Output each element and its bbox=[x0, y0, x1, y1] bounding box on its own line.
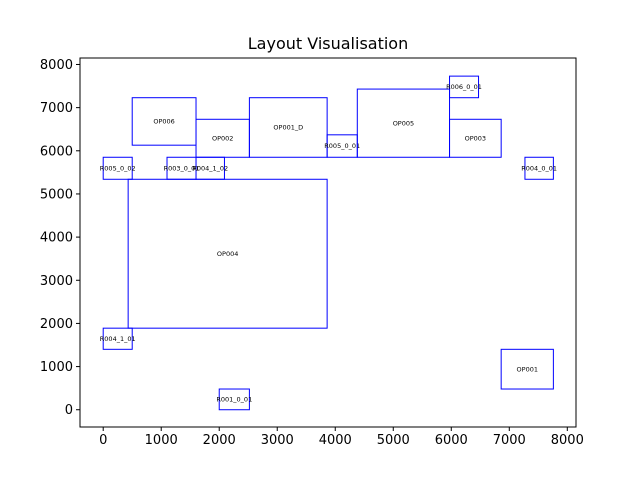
x-tick-label: 0 bbox=[99, 433, 107, 448]
y-tick-label: 3000 bbox=[40, 274, 73, 289]
x-axis: 0 1000 2000 3000 4000 5000 6000 7000 8000 bbox=[99, 427, 584, 448]
rect-label: OP006 bbox=[153, 118, 174, 126]
rect-label: OP001 bbox=[517, 365, 538, 373]
layout-rect bbox=[449, 118, 502, 158]
layout-rect bbox=[218, 388, 250, 411]
y-tick-label: 1000 bbox=[40, 360, 73, 375]
layout-rect bbox=[500, 348, 554, 390]
x-tick-label: 8000 bbox=[551, 433, 584, 448]
rect-label: R004_1_02 bbox=[192, 164, 228, 172]
layout-rect bbox=[127, 178, 328, 329]
rect-label: OP003 bbox=[465, 134, 486, 142]
rect-label: R004_1_01 bbox=[100, 335, 136, 343]
plot-frame bbox=[79, 57, 577, 428]
layout-rect bbox=[102, 327, 133, 350]
chart-title: Layout Visualisation bbox=[248, 34, 408, 53]
rect-label: R001_0_01 bbox=[216, 396, 252, 404]
rect-label: OP004 bbox=[217, 250, 238, 258]
rect-label: OP002 bbox=[212, 134, 233, 142]
x-tick-label: 7000 bbox=[493, 433, 526, 448]
rect-label: R006_0_01 bbox=[446, 83, 482, 91]
layout-rect bbox=[248, 97, 328, 158]
y-tick-label: 0 bbox=[65, 403, 73, 418]
x-tick-label: 4000 bbox=[319, 433, 352, 448]
rect-label: R004_0_01 bbox=[521, 164, 557, 172]
x-tick-label: 2000 bbox=[203, 433, 236, 448]
y-tick-label: 6000 bbox=[40, 144, 73, 159]
rectangles-group: OP006 OP002 OP001_D R005_0_01 OP005 R006_0_01… bbox=[100, 75, 557, 411]
rect-label: OP005 bbox=[393, 119, 414, 127]
y-axis: 0 1000 2000 3000 4000 5000 6000 7000 8000 bbox=[40, 58, 80, 418]
layout-rect bbox=[102, 156, 133, 180]
rect-label: R003_0_01 bbox=[164, 164, 200, 172]
y-tick-label: 5000 bbox=[40, 187, 73, 202]
y-tick-label: 4000 bbox=[40, 231, 73, 246]
y-tick-label: 2000 bbox=[40, 317, 73, 332]
rect-label: R005_0_01 bbox=[324, 142, 360, 150]
x-tick-label: 6000 bbox=[435, 433, 468, 448]
x-tick-label: 3000 bbox=[261, 433, 294, 448]
y-tick-label: 7000 bbox=[40, 101, 73, 116]
rect-label: OP001_D bbox=[273, 124, 303, 132]
x-tick-label: 5000 bbox=[377, 433, 410, 448]
y-tick-label: 8000 bbox=[40, 58, 73, 73]
layout-rect bbox=[449, 75, 480, 99]
rect-label: R005_0_02 bbox=[100, 164, 136, 172]
layout-rect bbox=[524, 156, 554, 180]
x-tick-label: 1000 bbox=[145, 433, 178, 448]
